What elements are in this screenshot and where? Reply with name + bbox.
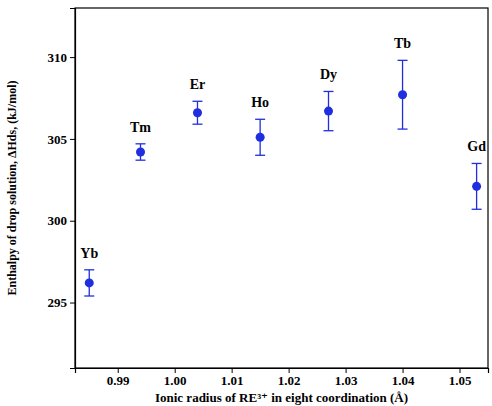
x-tick: 0.99 <box>107 368 130 388</box>
error-bar <box>84 270 94 296</box>
y-tick: 305 <box>48 132 76 147</box>
error-bar <box>255 119 265 155</box>
error-bar <box>323 91 333 130</box>
y-tick: 295 <box>48 295 76 310</box>
y-tick-label: 305 <box>48 132 68 147</box>
error-cap <box>398 128 408 129</box>
y-tick-mark <box>70 57 75 58</box>
data-group <box>84 60 481 296</box>
point <box>85 278 94 287</box>
error-cap <box>323 91 333 92</box>
y-tick-label: 310 <box>48 50 68 65</box>
error-cap <box>192 101 202 102</box>
x-tick-label: 1.02 <box>278 373 301 388</box>
error-cap <box>136 160 146 161</box>
y-tick-label: 300 <box>48 213 68 228</box>
x-tick-label: 1.00 <box>164 373 187 388</box>
error-bar <box>398 60 408 129</box>
plot: 0.99 1.00 1.01 1.02 1.03 1.04 1.05 295 300 305 310… <box>48 8 489 388</box>
point-label: Yb <box>80 246 98 261</box>
x-axis-title: Ionic radius of RE³⁺ in eight coordinati… <box>155 390 408 405</box>
error-cap <box>472 163 482 164</box>
chart: 0.99 1.00 1.01 1.02 1.03 1.04 1.05 295 300 305 310… <box>0 0 492 406</box>
error-cap <box>136 143 146 144</box>
x-tick: 1.02 <box>278 368 301 388</box>
x-tick: 1.04 <box>392 368 415 388</box>
point-label: Ho <box>251 95 269 110</box>
x-tick: 1.00 <box>164 368 187 388</box>
error-cap <box>84 295 94 296</box>
error-cap <box>84 269 94 270</box>
x-tick-label: 1.01 <box>221 373 244 388</box>
y-tick-mark <box>70 303 75 304</box>
plot-frame <box>75 8 488 368</box>
y-axis-line <box>70 9 76 369</box>
x-tick: 1.05 <box>449 368 472 388</box>
x-axis: 0.99 1.00 1.01 1.02 1.03 1.04 1.05 <box>76 368 489 388</box>
error-cap <box>255 155 265 156</box>
point <box>193 108 202 117</box>
error-bar <box>472 163 482 209</box>
point-label: Er <box>190 77 206 92</box>
error-cap <box>472 209 482 210</box>
point-label: Tb <box>394 36 411 51</box>
error-cap <box>192 124 202 125</box>
error-cap <box>255 119 265 120</box>
y-tick-mark <box>70 221 75 222</box>
y-tick: 300 <box>48 213 76 228</box>
error-cap <box>398 60 408 61</box>
x-tick-label: 1.05 <box>449 373 472 388</box>
x-tick: 1.01 <box>221 368 244 388</box>
y-axis-title: Enthalpy of drop solution, ΔHds, (kJ/mol… <box>5 80 19 295</box>
y-tick-mark <box>70 139 75 140</box>
point <box>324 107 333 116</box>
x-tick-label: 1.04 <box>392 373 415 388</box>
y-tick: 310 <box>48 50 76 65</box>
error-bar <box>136 144 146 160</box>
error-cap <box>323 130 333 131</box>
point <box>398 90 407 99</box>
point <box>256 133 265 142</box>
point-label: Dy <box>320 67 337 82</box>
point-label: Tm <box>130 120 151 135</box>
point-labels: Yb Tm Er Ho Dy Tb Gd <box>80 36 486 260</box>
x-tick-label: 0.99 <box>107 373 130 388</box>
error-bar <box>192 101 202 124</box>
y-axis: 295 300 305 310 <box>48 9 76 369</box>
x-tick-label: 1.03 <box>335 373 358 388</box>
point-label: Gd <box>467 139 486 154</box>
point <box>136 147 145 156</box>
x-tick: 1.03 <box>335 368 358 388</box>
y-tick-label: 295 <box>48 295 68 310</box>
point <box>472 182 481 191</box>
